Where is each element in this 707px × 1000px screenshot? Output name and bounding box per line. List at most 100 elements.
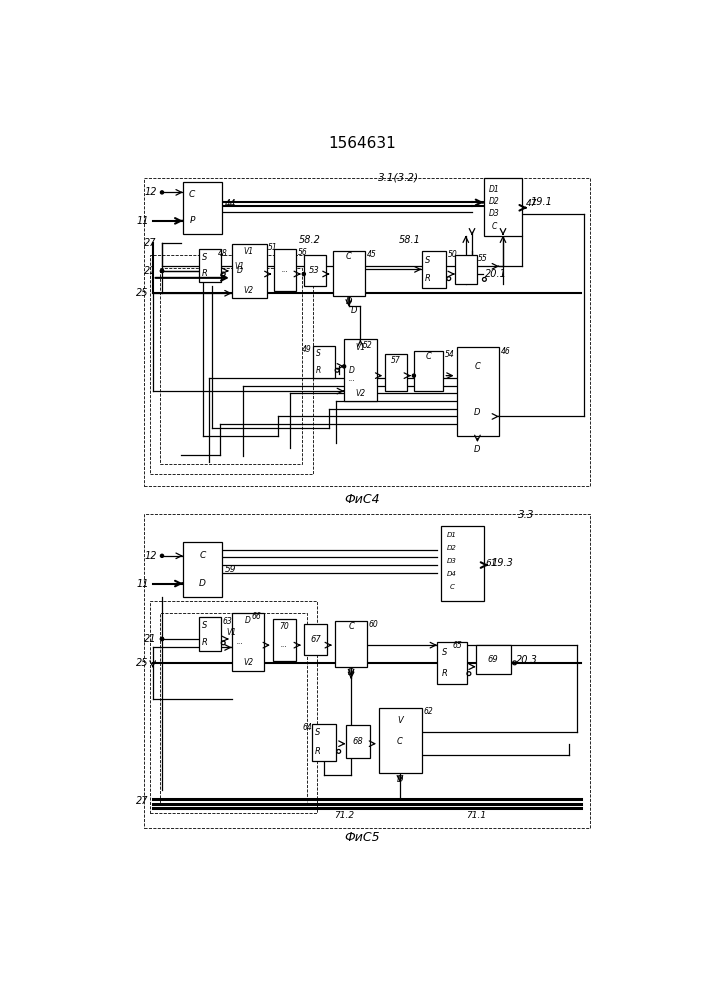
Text: 51: 51 [268,243,278,252]
Bar [332,251,365,296]
Text: 65: 65 [453,641,462,650]
Text: 54: 54 [445,350,455,359]
Bar [144,514,590,828]
Text: 69: 69 [488,655,498,664]
Text: D: D [346,297,352,306]
Text: C: C [474,362,480,371]
Text: D2: D2 [447,545,457,551]
Text: 49: 49 [303,345,312,354]
Circle shape [160,191,163,194]
Text: P: P [189,216,195,225]
Text: R: R [315,747,321,756]
Text: V2: V2 [243,658,253,667]
Text: 56: 56 [298,248,308,257]
Text: 71.2: 71.2 [334,811,354,820]
Text: D: D [237,266,243,275]
Bar [273,619,296,661]
Text: 61: 61 [485,559,497,568]
Text: 19.1: 19.1 [530,197,552,207]
Text: C: C [189,190,195,199]
Text: S: S [316,349,321,358]
Bar [457,347,499,436]
Text: V2: V2 [244,286,254,295]
Bar [344,339,377,401]
Text: 21: 21 [144,634,156,644]
Bar [312,724,337,761]
Bar [304,624,327,655]
Text: S: S [202,253,207,262]
Circle shape [160,269,163,272]
Text: 27: 27 [136,796,149,806]
Text: D3: D3 [489,209,500,218]
Circle shape [160,637,163,641]
Text: 25: 25 [136,288,149,298]
Text: C: C [450,584,455,590]
Bar [346,725,370,758]
Text: S: S [425,256,431,265]
Text: V1: V1 [356,343,366,352]
Text: V: V [397,716,403,725]
Text: V1: V1 [235,262,245,271]
Text: 20.3: 20.3 [516,655,538,665]
Text: ...: ... [281,642,288,648]
Bar [151,255,313,474]
Text: R: R [316,366,321,375]
Text: D4: D4 [447,571,457,577]
Text: 19.3: 19.3 [491,558,513,568]
Text: D: D [199,579,206,588]
Text: 67: 67 [310,635,321,644]
Text: 48: 48 [218,249,228,258]
Bar [199,617,221,651]
Circle shape [343,365,346,368]
Bar [335,620,368,667]
Text: D1: D1 [447,532,457,538]
Text: 58.1: 58.1 [399,235,421,245]
Text: R: R [201,638,208,647]
Text: 63: 63 [223,617,232,626]
Text: 47: 47 [525,199,537,208]
Text: 64: 64 [303,723,312,732]
Text: 1564631: 1564631 [328,136,396,151]
Text: C: C [348,622,354,631]
Text: ФиС5: ФиС5 [344,831,380,844]
Text: 3.3: 3.3 [518,510,534,520]
Bar [455,255,477,284]
Bar [160,613,307,804]
Circle shape [160,554,163,557]
Text: D: D [349,366,355,375]
Bar [144,178,590,486]
Text: 70: 70 [279,622,289,631]
Bar [476,645,510,674]
Text: D2: D2 [489,197,500,206]
Text: C: C [426,352,431,361]
Text: 20.1: 20.1 [485,269,507,279]
Text: D: D [351,306,357,315]
Text: D3: D3 [447,558,457,564]
Bar [484,178,522,235]
Circle shape [160,269,163,272]
Text: 53: 53 [309,266,320,275]
Text: 52: 52 [363,341,373,350]
Bar [421,251,446,288]
Text: 45: 45 [367,250,376,259]
Text: 66: 66 [252,612,261,621]
Text: 60: 60 [369,620,379,629]
Text: 55: 55 [478,254,488,263]
Bar [160,268,301,464]
Bar [232,613,264,671]
Text: C: C [397,737,403,746]
Text: D: D [397,775,403,784]
Text: D: D [474,408,481,417]
Text: 46: 46 [501,347,510,356]
Text: ...: ... [236,639,243,645]
Bar [199,249,221,282]
Text: 12: 12 [144,551,156,561]
Bar [304,255,325,286]
Text: 27: 27 [144,238,156,248]
Text: C: C [346,252,351,261]
Text: D: D [348,668,354,677]
Text: R: R [201,269,208,278]
Text: R: R [425,274,431,283]
Circle shape [303,272,305,276]
Circle shape [412,374,416,377]
